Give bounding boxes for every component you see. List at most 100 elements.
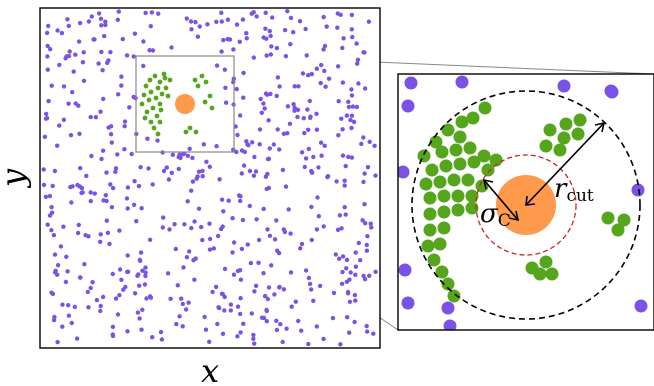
particle — [361, 273, 366, 279]
particle — [348, 117, 353, 123]
inset-cluster-particle — [466, 111, 480, 125]
inset-cluster-particle — [435, 265, 449, 279]
particle — [366, 19, 372, 24]
particle — [373, 269, 378, 274]
particle — [306, 127, 311, 132]
particle — [291, 102, 296, 107]
particle — [269, 44, 274, 49]
particle — [321, 224, 326, 229]
particle — [362, 86, 368, 91]
particle — [139, 327, 144, 332]
particle — [75, 182, 80, 188]
particle — [274, 45, 280, 51]
particle — [45, 43, 50, 49]
particle — [309, 170, 315, 175]
particle — [69, 320, 75, 326]
particle — [289, 304, 294, 309]
particle — [177, 314, 182, 319]
particle — [83, 233, 88, 238]
particle — [134, 219, 139, 224]
inset-cluster-particle — [553, 143, 567, 157]
particle — [226, 198, 231, 203]
particle — [221, 209, 226, 214]
particle — [230, 216, 235, 221]
particle — [264, 319, 269, 324]
particle — [252, 341, 257, 346]
particle — [296, 318, 301, 324]
particle — [306, 275, 312, 281]
particle — [89, 14, 95, 19]
y-axis-label: y — [0, 168, 32, 189]
inset-cluster-particle — [539, 139, 553, 153]
particle — [143, 273, 148, 279]
particle — [119, 83, 124, 88]
particle — [303, 26, 308, 32]
particle — [48, 47, 53, 52]
particle — [99, 49, 104, 55]
particle — [350, 104, 356, 109]
particle — [349, 12, 355, 18]
particle — [101, 96, 106, 102]
particle — [195, 34, 201, 39]
inset-cluster-particle — [573, 113, 587, 127]
particle — [281, 131, 287, 136]
particle — [150, 335, 155, 340]
particle — [136, 272, 141, 277]
inset-cluster-particle — [533, 267, 547, 281]
particle — [67, 49, 72, 54]
particle — [247, 168, 253, 174]
particle — [248, 260, 254, 266]
particle — [219, 10, 224, 15]
particle — [70, 90, 75, 95]
particle — [61, 224, 66, 229]
particle — [76, 39, 82, 44]
particle — [99, 23, 104, 28]
inset-cluster-particle — [433, 237, 447, 251]
particle — [88, 285, 93, 291]
inset-cluster-particle — [441, 123, 455, 137]
particle — [353, 272, 358, 277]
particle — [330, 315, 336, 321]
main-panel — [39, 7, 381, 349]
particle — [302, 164, 307, 170]
particle — [219, 197, 225, 202]
particle — [220, 331, 226, 336]
particle — [169, 45, 174, 50]
particle — [96, 11, 102, 16]
particle — [200, 174, 205, 179]
particle — [238, 311, 243, 317]
particle — [82, 262, 87, 267]
inset-cluster-particle — [437, 221, 451, 235]
particle — [185, 199, 190, 204]
inset-particle — [401, 99, 415, 113]
cluster-particle — [163, 85, 169, 91]
particle — [58, 244, 64, 249]
particle — [362, 171, 367, 176]
particle — [278, 322, 283, 327]
particle — [46, 98, 51, 104]
particle — [265, 227, 270, 232]
particle — [222, 308, 227, 313]
particle — [353, 250, 358, 255]
particle — [299, 150, 305, 155]
particle — [81, 50, 86, 55]
particle — [138, 250, 144, 255]
cluster-particle — [187, 125, 193, 131]
particle — [275, 127, 280, 132]
particle — [261, 101, 266, 106]
particle — [337, 213, 343, 218]
particle — [125, 185, 131, 190]
particle — [110, 271, 116, 277]
particle — [131, 202, 137, 207]
particle — [241, 163, 247, 168]
particle — [346, 104, 352, 110]
particle — [44, 115, 50, 121]
particle — [272, 237, 278, 242]
particle — [280, 167, 286, 173]
particle — [364, 242, 369, 248]
particle — [321, 336, 326, 342]
particle — [103, 19, 108, 24]
particle — [231, 272, 237, 277]
cluster-particle — [143, 83, 149, 89]
particle — [219, 19, 224, 24]
